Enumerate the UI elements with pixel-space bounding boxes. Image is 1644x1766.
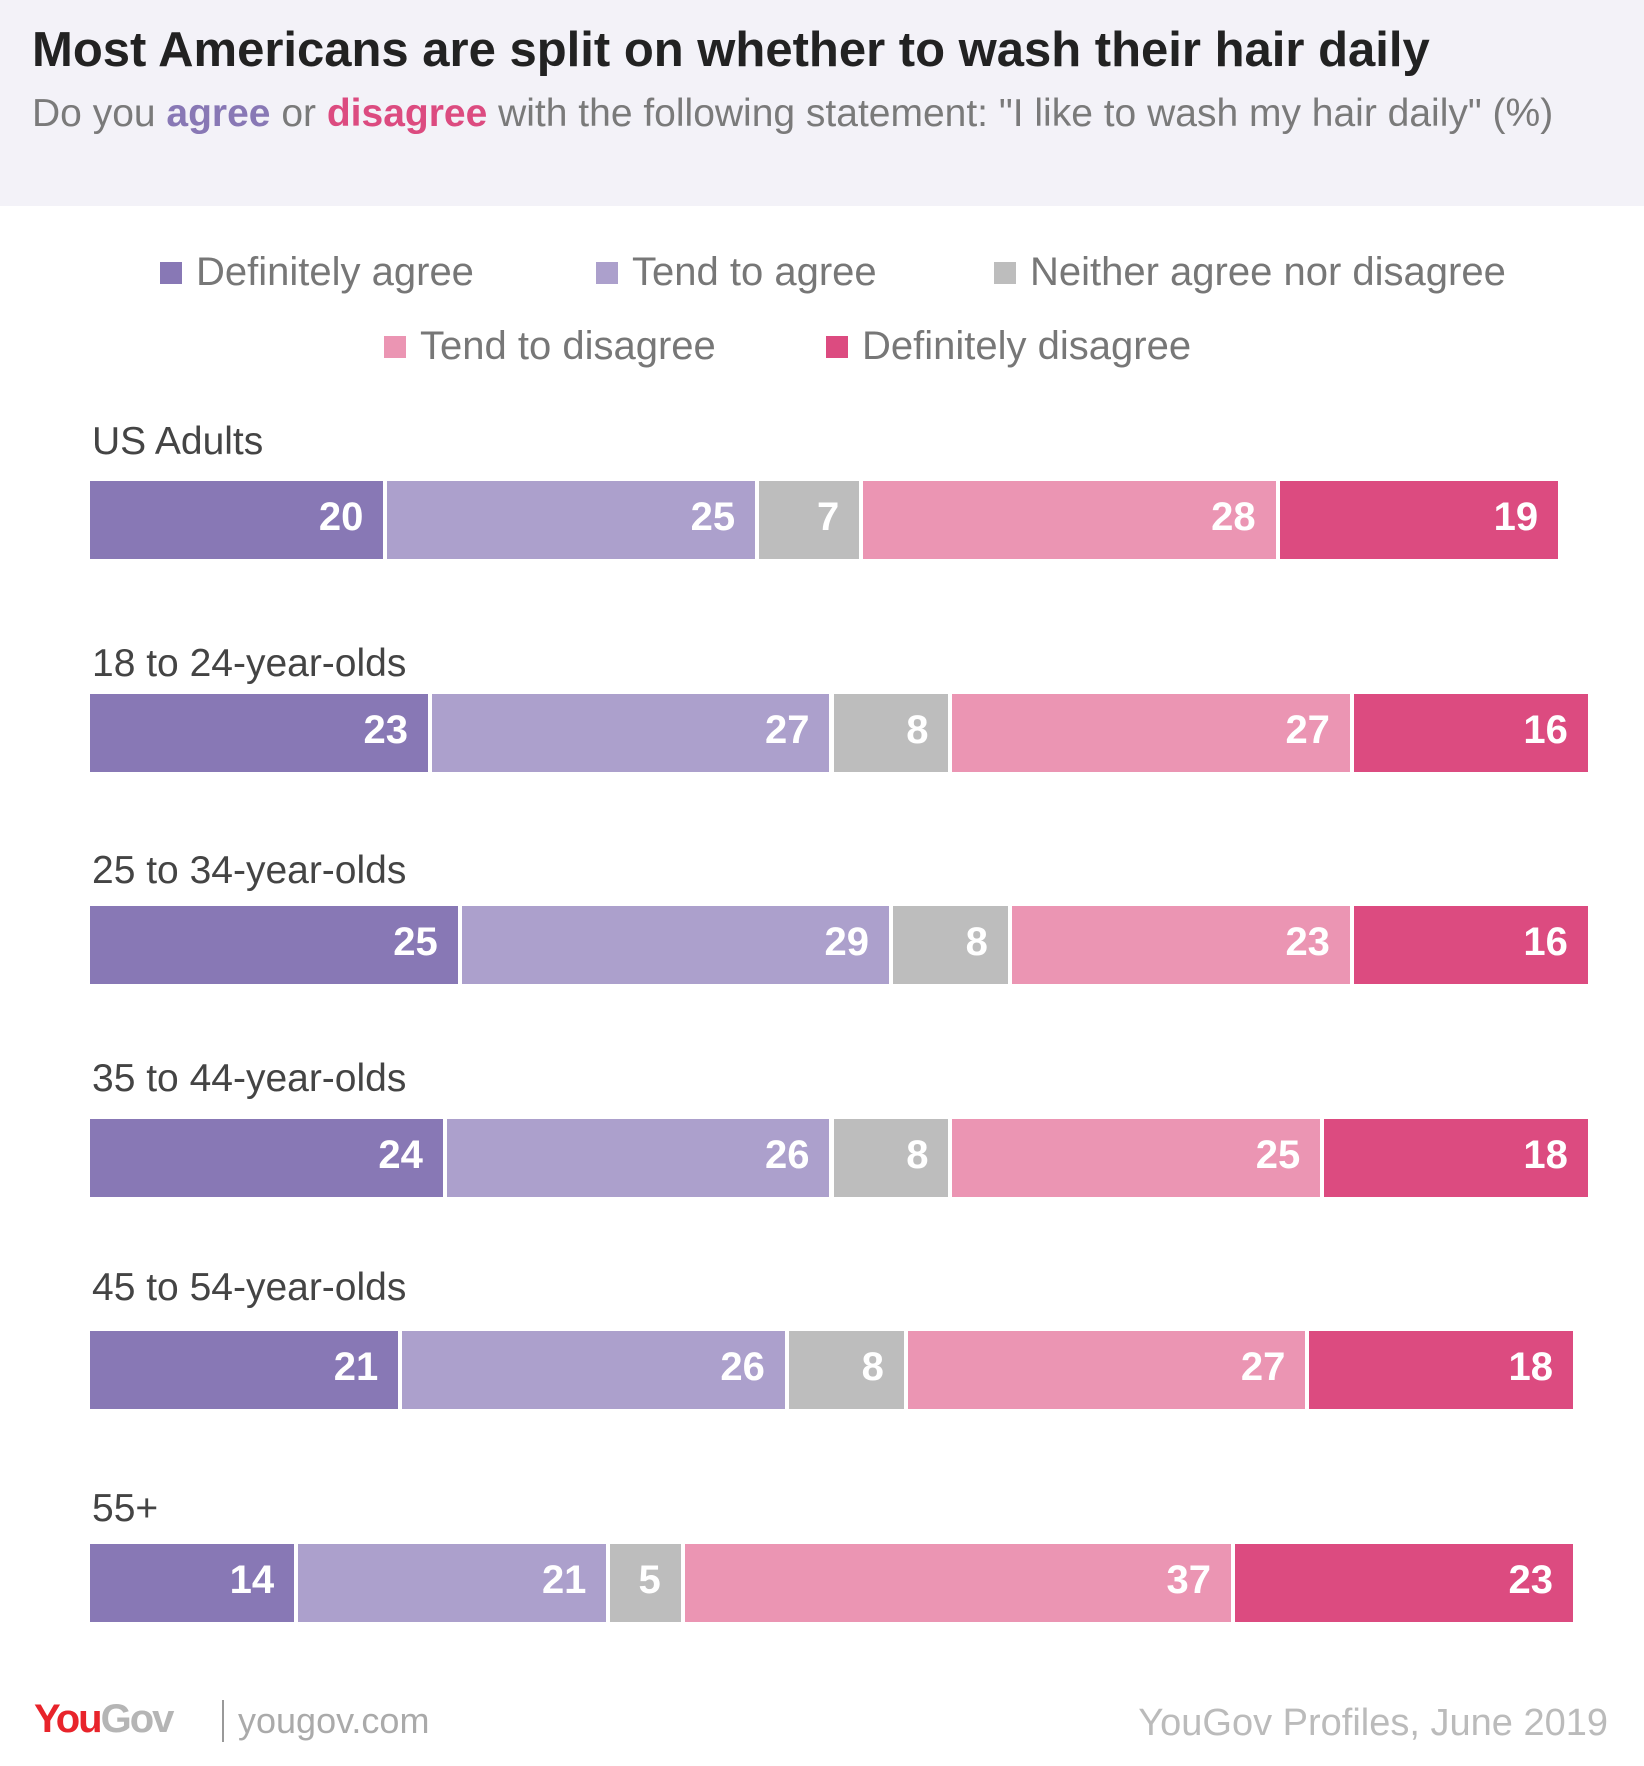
legend-label: Neither agree nor disagree (1030, 250, 1506, 294)
data-label: 8 (965, 920, 988, 964)
legend-label: Tend to disagree (420, 324, 716, 368)
legend-label: Definitely agree (196, 250, 474, 294)
data-label: 27 (1240, 1345, 1286, 1389)
bar-segment: 26 (446, 1119, 834, 1197)
data-label: 23 (1285, 920, 1330, 964)
data-label: 26 (720, 1345, 765, 1389)
header: Most Americans are split on whether to w… (0, 0, 1644, 206)
chart-subtitle: Do you agree or disagree with the follow… (32, 90, 1592, 138)
data-label: 16 (1523, 708, 1568, 752)
subtitle-agree: agree (166, 92, 271, 135)
bar-segment: 14 (90, 1544, 299, 1622)
bar-segment: 26 (402, 1331, 789, 1409)
data-label: 23 (363, 708, 409, 752)
subtitle-text: with the following statement: "I like to… (487, 92, 1554, 135)
row-label: 18 to 24-year-olds (92, 642, 407, 685)
bar-segment: 5 (610, 1544, 685, 1622)
bar-segment: 27 (432, 694, 834, 772)
data-label: 18 (1508, 1345, 1553, 1389)
logo-gov: Gov (100, 1697, 175, 1741)
bar-segment: 16 (1353, 694, 1592, 772)
bar-segment: 23 (90, 694, 432, 772)
bar-segment: 8 (833, 694, 953, 772)
bar-segment: 27 (952, 694, 1354, 772)
data-label: 37 (1166, 1558, 1211, 1602)
bar-segment: 21 (298, 1544, 611, 1622)
source-note: YouGov Profiles, June 2019 (1138, 1702, 1608, 1744)
bar-segment: 25 (90, 906, 462, 984)
yougov-logo: YouGov (34, 1697, 175, 1742)
data-label: 20 (318, 495, 364, 539)
bar-segment: 27 (907, 1331, 1310, 1409)
bar-segment: 18 (1324, 1119, 1592, 1197)
data-label: 19 (1493, 495, 1539, 539)
data-label: 14 (229, 1558, 275, 1602)
bar-segment: 19 (1279, 481, 1563, 559)
legend-item: Definitely disagree (826, 324, 1191, 369)
data-label: 25 (1255, 1133, 1301, 1177)
legend-item: Tend to agree (596, 250, 877, 295)
data-label: 24 (378, 1133, 423, 1177)
legend-swatch (994, 261, 1016, 284)
bar-segment: 8 (788, 1331, 908, 1409)
data-label: 26 (764, 1133, 810, 1177)
bar-segment: 16 (1353, 906, 1592, 984)
data-label: 18 (1523, 1133, 1568, 1177)
logo-you: You (34, 1697, 103, 1741)
data-label: 29 (824, 920, 869, 964)
bar-segment: 8 (892, 906, 1012, 984)
data-label: 27 (1285, 708, 1330, 752)
data-label: 16 (1523, 920, 1568, 964)
bar-segment: 24 (90, 1119, 447, 1197)
legend-swatch (596, 261, 618, 284)
data-label: 7 (816, 495, 840, 539)
bar-segment: 29 (461, 906, 893, 984)
site-link[interactable]: yougov.com (222, 1700, 429, 1742)
data-label: 25 (393, 920, 438, 964)
data-label: 8 (906, 1133, 929, 1177)
legend-item: Tend to disagree (384, 324, 716, 369)
bar-segment: 8 (833, 1119, 953, 1197)
legend-label: Definitely disagree (862, 324, 1192, 368)
bar-segment: 7 (759, 481, 864, 559)
legend-item: Definitely agree (160, 250, 474, 295)
row-label: 45 to 54-year-olds (92, 1266, 407, 1309)
data-label: 8 (906, 708, 929, 752)
data-label: 21 (541, 1558, 587, 1602)
data-label: 5 (638, 1558, 661, 1602)
data-label: 27 (764, 708, 810, 752)
bar-segment: 28 (863, 481, 1280, 559)
data-label: 8 (861, 1345, 884, 1389)
row-label: 25 to 34-year-olds (92, 849, 407, 892)
bar-segment: 18 (1309, 1331, 1577, 1409)
bar-segment: 23 (1234, 1544, 1577, 1622)
subtitle-disagree: disagree (326, 92, 488, 135)
row-label: 35 to 44-year-olds (92, 1057, 407, 1100)
data-label: 28 (1211, 495, 1256, 539)
legend-swatch (826, 335, 848, 358)
bar-segment: 23 (1011, 906, 1354, 984)
data-label: 25 (690, 495, 736, 539)
bar-segment: 25 (387, 481, 760, 559)
subtitle-text: or (270, 92, 327, 135)
row-label: 55+ (92, 1487, 159, 1530)
chart-title: Most Americans are split on whether to w… (32, 23, 1430, 77)
bar-segment: 20 (90, 481, 388, 559)
bar-segment: 25 (952, 1119, 1325, 1197)
subtitle-text: Do you (32, 92, 167, 135)
legend-swatch (384, 335, 406, 358)
bar-segment: 37 (684, 1544, 1235, 1622)
legend-item: Neither agree nor disagree (994, 250, 1506, 295)
legend-swatch (160, 261, 182, 284)
bar-segment: 21 (90, 1331, 403, 1409)
data-label: 21 (333, 1345, 379, 1389)
legend-label: Tend to agree (632, 250, 877, 294)
row-label: US Adults (92, 420, 264, 463)
data-label: 23 (1508, 1558, 1553, 1602)
